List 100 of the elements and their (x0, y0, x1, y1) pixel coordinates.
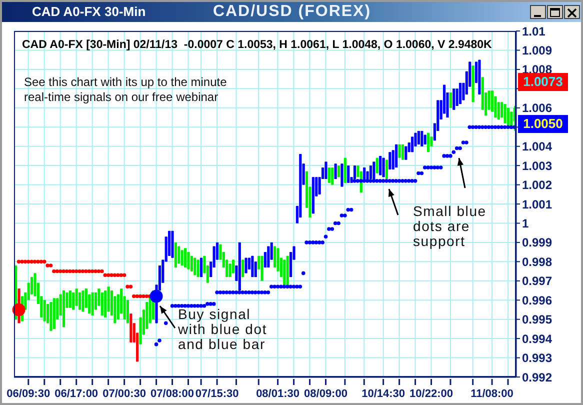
y-tick-label: 1.006 (522, 101, 552, 116)
y-tick-label: 0.993 (522, 351, 552, 366)
point (74, 269, 78, 274)
candlestick (395, 144, 398, 168)
point (142, 294, 146, 298)
y-tick-label: 1.003 (522, 158, 552, 173)
candlestick (420, 130, 424, 147)
candlestick (331, 166, 334, 186)
point (119, 273, 124, 278)
point (135, 294, 139, 298)
candlestick (184, 248, 187, 268)
x-tick-label: 06/17:00 (54, 388, 98, 400)
y-tick-label: 1 (522, 216, 529, 230)
candlestick (324, 161, 328, 180)
y-tick-label: 1.009 (522, 43, 552, 58)
candlestick (187, 252, 190, 270)
y-tick-label: 0.992 (522, 370, 552, 384)
x-tick-label: 06/09:30 (6, 388, 50, 400)
candlestick (100, 292, 104, 316)
candlestick (180, 250, 184, 266)
x-tick-label: 07/00:30 (102, 388, 146, 400)
text: CAD A0-FX 30-Min (32, 4, 146, 19)
text: 1.0073 (518, 73, 568, 91)
x-tick-label: 07/15:30 (195, 388, 239, 400)
candlestick (75, 288, 78, 306)
annotation: See this chart with its up to the minute real-time signals on our free webinar (24, 75, 227, 105)
candlestick (398, 144, 401, 158)
candlestick (196, 259, 200, 278)
point (39, 260, 44, 264)
y-tick-label: 0.997 (522, 274, 552, 288)
candlestick (411, 136, 414, 153)
point (78, 269, 82, 274)
y-tick-label: 0.996 (522, 293, 552, 308)
annotation: Buy signal with blue dot and blue bar (178, 306, 268, 352)
point (138, 294, 142, 298)
point (48, 264, 53, 268)
point (150, 290, 163, 303)
point (46, 264, 50, 268)
text: CAD A0-FX [30-Min] 02/11/13 -0.0007 C 1.0053, H 1.0061, L 1.0048, O 1.0060, V 2.9480K (22, 39, 492, 51)
x-tick-label: 10/22:00 (410, 388, 453, 400)
point (42, 260, 46, 264)
y-tick-label: 0.999 (522, 236, 552, 250)
candlestick (334, 163, 337, 180)
point (90, 269, 94, 274)
point (62, 269, 66, 274)
candlestick (190, 255, 193, 272)
candlestick (43, 300, 46, 322)
candlestick (340, 163, 344, 188)
annotation: Small blue dots are support (413, 203, 486, 249)
x-tick-label: 08/09:00 (304, 388, 348, 400)
point (52, 269, 56, 274)
candlestick (328, 166, 330, 184)
candlestick (388, 152, 392, 170)
candlestick (126, 300, 130, 324)
candlestick (347, 165, 350, 184)
point (110, 273, 114, 278)
point (112, 273, 117, 278)
x-tick-label: 10/14:30 (362, 388, 406, 400)
candlestick (242, 259, 244, 278)
point (26, 260, 30, 264)
point (12, 303, 26, 316)
point (87, 269, 92, 274)
point (20, 260, 24, 264)
candlestick (91, 292, 94, 316)
candlestick (417, 130, 420, 145)
chart-title: CAD/USD (FOREX) (212, 3, 372, 21)
y-tick-label: 0.998 (522, 254, 552, 269)
point (32, 260, 37, 264)
candlestick (449, 92, 452, 108)
x-tick-label: 07/08:00 (150, 388, 194, 400)
point (103, 273, 108, 278)
candlestick (401, 144, 404, 160)
candlestick (452, 88, 456, 110)
point (122, 273, 126, 278)
point (96, 269, 101, 274)
y-tick-label: 0.994 (522, 332, 552, 346)
point (23, 260, 28, 264)
y-tick-label: 1.002 (522, 178, 552, 192)
candlestick (228, 263, 232, 278)
y-tick-label: 0.995 (522, 312, 552, 327)
candlestick (68, 290, 72, 308)
x-tick-label: 08/01:30 (256, 388, 300, 400)
point (128, 284, 133, 289)
point (132, 294, 136, 298)
point (80, 269, 85, 274)
text: 1.0050 (518, 115, 568, 133)
candlestick (504, 104, 506, 124)
point (16, 260, 21, 264)
point (126, 284, 130, 289)
point (94, 269, 98, 274)
point (64, 269, 69, 274)
point (106, 273, 110, 278)
point (36, 260, 40, 264)
candlestick (274, 246, 276, 268)
y-tick-label: 1.004 (522, 140, 552, 154)
x-tick-label: 11/08:00 (470, 388, 514, 400)
point (100, 269, 104, 274)
point (58, 269, 62, 274)
candlestick (267, 246, 270, 268)
candlestick (404, 146, 408, 160)
